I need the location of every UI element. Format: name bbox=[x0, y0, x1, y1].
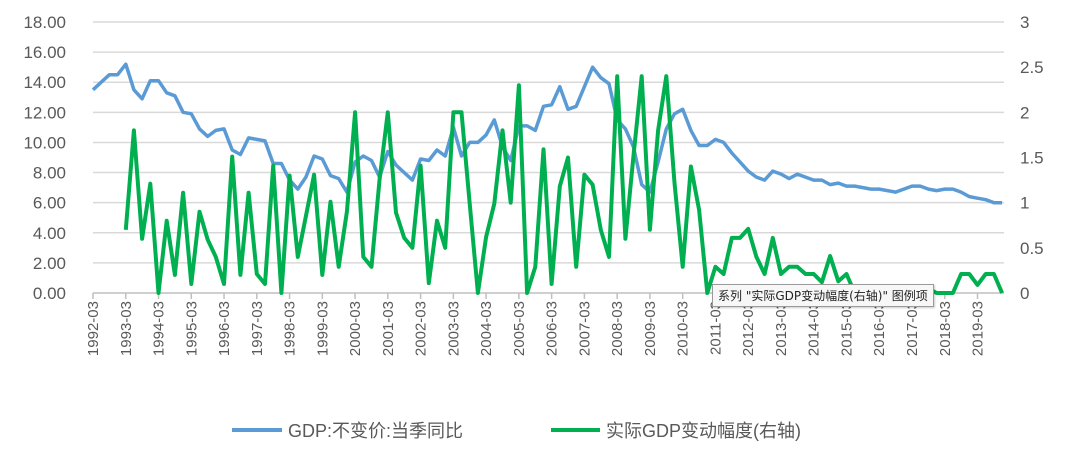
x-tick-label: 1998-03 bbox=[282, 301, 299, 356]
x-tick-label: 2013-03 bbox=[773, 301, 790, 356]
legend-label-gdp[interactable]: GDP:不变价:当季同比 bbox=[288, 421, 463, 441]
x-tick-label: 2006-03 bbox=[544, 301, 561, 356]
series-line-real-gdp-change bbox=[123, 74, 1004, 295]
right-tick-label: 0 bbox=[1020, 284, 1029, 303]
left-axis-ticks: 0.00 2.00 4.00 6.00 8.00 10.00 12.00 14.00 16.00… bbox=[23, 13, 66, 303]
x-tick-label: 2003-03 bbox=[445, 301, 462, 356]
x-tick-label: 2004-03 bbox=[478, 301, 495, 356]
x-tick-label: 2011-03 bbox=[707, 301, 724, 355]
x-tick-label: 2017-03 bbox=[904, 301, 921, 356]
left-tick-label: 6.00 bbox=[33, 194, 66, 213]
x-tick-label: 2019-03 bbox=[970, 301, 987, 356]
left-tick-label: 4.00 bbox=[33, 224, 66, 243]
x-tick-label: 1997-03 bbox=[249, 301, 266, 356]
x-tick-label: 2001-03 bbox=[380, 301, 397, 356]
right-tick-label: 2.5 bbox=[1020, 58, 1044, 77]
right-tick-label: 0.5 bbox=[1020, 239, 1044, 258]
series-line-gdp bbox=[91, 62, 1003, 205]
x-tick-label: 1995-03 bbox=[183, 301, 200, 356]
x-tick-label: 2009-03 bbox=[642, 301, 659, 356]
right-tick-label: 3 bbox=[1020, 13, 1029, 32]
x-tick-label: 1992-03 bbox=[85, 301, 102, 356]
x-axis: 1992-03 1993-03 1994-03 1995-03 1996-03 1997-… bbox=[85, 292, 1004, 356]
left-tick-label: 12.00 bbox=[23, 103, 66, 122]
x-tick-label: 1993-03 bbox=[118, 301, 135, 356]
left-tick-label: 14.00 bbox=[23, 73, 66, 92]
x-tick-label: 2000-03 bbox=[347, 301, 364, 356]
left-tick-label: 16.00 bbox=[23, 43, 66, 62]
legend-tooltip: 系列 "实际GDP变动幅度(右轴)" 图例项 bbox=[712, 284, 934, 307]
left-tick-label: 0.00 bbox=[33, 284, 66, 303]
x-tick-label: 2010-03 bbox=[675, 301, 692, 356]
x-tick-label: 2005-03 bbox=[511, 301, 528, 356]
x-tick-label: 2012-03 bbox=[740, 301, 757, 356]
right-tick-label: 1 bbox=[1020, 194, 1029, 213]
x-tick-label: 2002-03 bbox=[413, 301, 430, 356]
series-lines bbox=[91, 62, 1004, 295]
x-tick-label: 2016-03 bbox=[871, 301, 888, 356]
x-tick-label: 2007-03 bbox=[576, 301, 593, 356]
legend[interactable]: GDP:不变价:当季同比 实际GDP变动幅度(右轴) bbox=[232, 421, 801, 441]
x-tick-label: 2014-03 bbox=[806, 301, 823, 356]
left-tick-label: 2.00 bbox=[33, 254, 66, 273]
legend-label-real-gdp-change[interactable]: 实际GDP变动幅度(右轴) bbox=[606, 421, 801, 441]
x-tick-label: 2018-03 bbox=[937, 301, 954, 356]
x-tick-label: 2015-03 bbox=[838, 301, 855, 356]
left-tick-label: 8.00 bbox=[33, 164, 66, 183]
left-tick-label: 10.00 bbox=[23, 133, 66, 152]
right-axis-ticks: 0 0.5 1 1.5 2 2.5 3 bbox=[1020, 13, 1044, 303]
right-tick-label: 2 bbox=[1020, 103, 1029, 122]
x-tick-label: 2008-03 bbox=[609, 301, 626, 356]
x-tick-label: 1994-03 bbox=[151, 301, 168, 356]
right-tick-label: 1.5 bbox=[1020, 149, 1044, 168]
x-tick-label: 1999-03 bbox=[314, 301, 331, 356]
left-tick-label: 18.00 bbox=[23, 13, 66, 32]
x-tick-label: 1996-03 bbox=[216, 301, 233, 356]
